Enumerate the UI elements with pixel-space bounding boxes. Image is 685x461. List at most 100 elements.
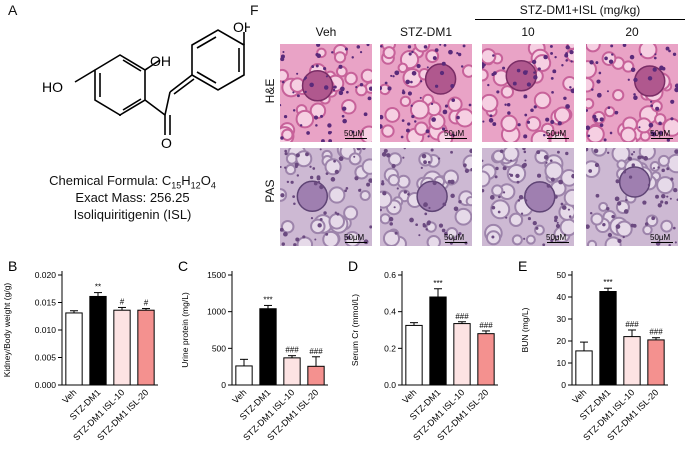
panel-letter: C — [178, 258, 188, 274]
bar-3 — [137, 309, 155, 386]
formula-h: H — [181, 173, 191, 188]
panel-f-letter: F — [250, 2, 259, 18]
scale-bar — [345, 138, 367, 139]
significance-label: # — [144, 299, 149, 308]
y-tick-label: 0.6 — [384, 270, 396, 280]
col-header-veh: Veh — [315, 25, 337, 39]
o-keto-label: O — [161, 135, 172, 150]
bar-3 — [307, 365, 325, 386]
formula-h-count: 12 — [190, 180, 201, 191]
y-tick-label: 0.000 — [35, 380, 57, 390]
scale-bar — [345, 242, 367, 243]
histology-image-pas-3 — [586, 148, 678, 246]
col-header-10: 10 — [521, 25, 535, 39]
chart-e: E BUN (mg/L) 0 10 20 30 40 50 Veh *** STZ-DM1 ### ST… — [510, 255, 685, 461]
y-axis-label: Urine protein (mg/L) — [180, 292, 190, 368]
scale-bar — [651, 242, 673, 243]
panel-letter: B — [8, 258, 17, 274]
scale-label: 50μM — [650, 129, 671, 138]
scale-label: 50μM — [546, 233, 567, 242]
histology-image-he-3 — [586, 44, 678, 142]
significance-label: ### — [649, 328, 663, 337]
y-tick-label: 10 — [557, 358, 567, 368]
bar-1 — [429, 296, 447, 386]
bar-2 — [113, 309, 131, 386]
compound-name: Isoliquiritigenin (ISL) — [73, 207, 192, 222]
significance-label: ### — [455, 312, 469, 321]
y-axis-label: BUN (mg/L) — [520, 307, 530, 352]
bar-0 — [575, 350, 593, 386]
bar-0 — [65, 312, 83, 386]
chart-c: C Urine protein (mg/L) 0 500 1000 1500 Veh *** S… — [170, 255, 340, 461]
histology-image-pas-2 — [482, 148, 574, 246]
y-tick-label: 0.005 — [35, 353, 57, 363]
histology-image-he-1 — [380, 44, 472, 142]
col-header-20: 20 — [625, 25, 639, 39]
scale-bar — [547, 138, 569, 139]
y-tick-label: 50 — [557, 270, 567, 280]
y-axis-label: Serum Cr (mmol/L) — [350, 294, 360, 366]
panel-a: A HO O — [0, 0, 265, 250]
y-tick-label: 0.015 — [35, 298, 57, 308]
scale-bar — [651, 138, 673, 139]
histology-image-he-2 — [482, 44, 574, 142]
significance-label: *** — [433, 279, 442, 288]
y-tick-label: 0.2 — [384, 343, 396, 353]
y-tick-label: 1500 — [207, 270, 226, 280]
y-tick-label: 0.020 — [35, 270, 57, 280]
formula-o-count: 4 — [210, 180, 216, 191]
bar-1 — [599, 291, 617, 386]
y-tick-label: 0 — [221, 380, 226, 390]
ho-left-label: HO — [42, 79, 63, 95]
row-label-he: H&E — [263, 78, 277, 104]
y-tick-label: 0.0 — [384, 380, 396, 390]
scale-label: 50μM — [444, 233, 465, 242]
scale-label: 50μM — [546, 129, 567, 138]
y-tick-label: 0.4 — [384, 307, 396, 317]
bar-2 — [623, 336, 641, 386]
chemical-structure: HO OH OH O — [42, 19, 250, 150]
exact-mass: Exact Mass: 256.25 — [75, 190, 190, 205]
x-tick-label: Veh — [570, 387, 588, 405]
significance-label: *** — [603, 278, 612, 287]
formula-o: O — [200, 173, 211, 188]
panel-letter: D — [348, 258, 358, 274]
significance-label: ### — [309, 347, 323, 356]
scale-label: 50μM — [344, 129, 365, 138]
formula-line: Chemical Formula: C15H12O4 — [0, 173, 265, 191]
formula-c-count: 15 — [171, 180, 182, 191]
bar-0 — [235, 365, 253, 386]
formula-prefix: Chemical Formula: C — [49, 173, 172, 188]
row-label-pas: PAS — [263, 179, 277, 203]
scale-bar — [445, 242, 467, 243]
y-tick-label: 0 — [561, 380, 566, 390]
bar-0 — [405, 324, 423, 386]
scale-label: 50μM — [344, 233, 365, 242]
scale-bar — [445, 138, 467, 139]
bar-2 — [453, 323, 471, 386]
histology-image-pas-0 — [280, 148, 372, 246]
panel-letter: E — [518, 258, 527, 274]
y-axis-label: Kidney/Body weight (g/g) — [2, 283, 12, 378]
x-tick-label: Veh — [230, 387, 248, 405]
panel-f: F STZ-DM1+ISL (mg/kg) Veh STZ-DM1 10 20 … — [250, 0, 685, 250]
y-tick-label: 30 — [557, 314, 567, 324]
significance-label: ### — [625, 320, 639, 329]
scale-label: 50μM — [444, 129, 465, 138]
bar-3 — [647, 339, 665, 386]
bar-3 — [477, 333, 495, 386]
group-header: STZ-DM1+ISL (mg/kg) — [475, 3, 685, 20]
y-tick-label: 40 — [557, 292, 567, 302]
x-tick-label: Veh — [60, 387, 78, 405]
y-tick-label: 0.010 — [35, 325, 57, 335]
significance-label: ** — [95, 283, 101, 292]
scale-label: 50μM — [650, 233, 671, 242]
panel-a-letter: A — [8, 2, 18, 18]
y-tick-label: 500 — [212, 343, 226, 353]
significance-label: ### — [285, 346, 299, 355]
bar-1 — [89, 295, 107, 386]
chart-d: D Serum Cr (mmol/L) 0.0 0.2 0.4 0.6 Veh *** STZ-… — [340, 255, 510, 461]
oh-mid-label: OH — [150, 53, 171, 69]
significance-label: *** — [263, 295, 272, 304]
col-header-stz: STZ-DM1 — [400, 25, 452, 39]
